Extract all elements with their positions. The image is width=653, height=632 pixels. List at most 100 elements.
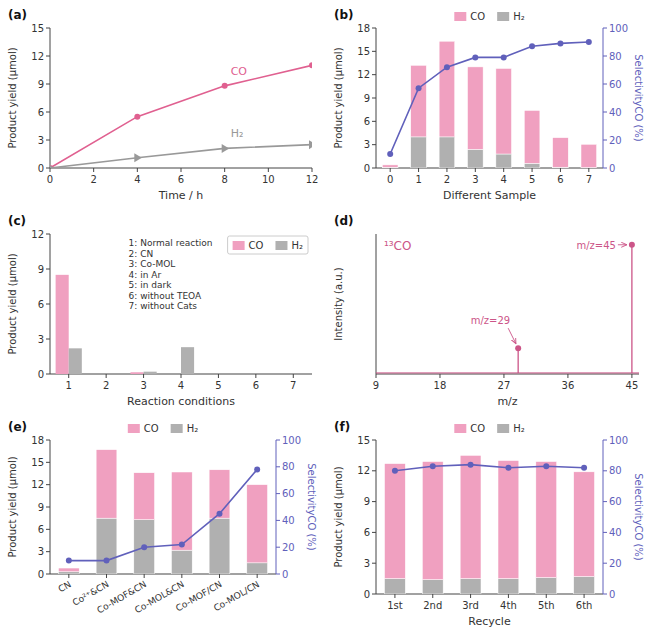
x-tick — [588, 168, 589, 172]
x-tick-label: 0 — [387, 174, 393, 185]
legend-swatch — [497, 424, 509, 433]
y-tick — [46, 551, 50, 552]
bar — [468, 149, 484, 168]
y-tick — [46, 304, 50, 305]
y-axis-line — [50, 28, 51, 168]
baseline — [376, 372, 639, 373]
y2-tick-label: 80 — [609, 465, 622, 476]
legend-item: CO — [233, 240, 264, 251]
marker — [179, 542, 185, 548]
panel: 918273645m/zIntensity (a.u.)(d)¹³COm/z=2… — [333, 214, 639, 408]
marker — [501, 54, 507, 60]
marker — [472, 54, 478, 60]
y-tick-label: 0 — [38, 569, 44, 580]
x-tick-label: 6 — [253, 380, 259, 391]
bar — [574, 472, 595, 577]
bar — [144, 372, 157, 374]
title: (e) — [8, 420, 27, 434]
y2-axis-label: SelectivityCO (%) — [633, 54, 644, 142]
bar — [385, 579, 406, 594]
panel: 036912150204060801001st2nd3rd4th5th6thRe… — [333, 420, 644, 628]
y-tick-label: 9 — [38, 502, 44, 513]
y-tick-label: 0 — [38, 163, 44, 174]
y-tick — [372, 28, 376, 29]
y2-tick — [603, 501, 607, 502]
x-axis-label: Different Sample — [443, 189, 536, 202]
y2-tick — [603, 563, 607, 564]
bar — [247, 485, 268, 563]
y-tick — [372, 144, 376, 145]
bar — [460, 455, 481, 578]
x-axis-line — [376, 594, 603, 595]
x-tick — [312, 168, 313, 172]
y-tick — [46, 56, 50, 57]
y-tick — [372, 501, 376, 502]
y2-axis-label: SelectivityCO (%) — [633, 473, 644, 561]
y2-tick-label: 60 — [609, 79, 622, 90]
y2-tick-label: 40 — [282, 515, 295, 526]
y-axis-label: Intensity (a.u.) — [333, 267, 344, 340]
bar — [498, 461, 519, 579]
bar — [209, 518, 230, 574]
y2-tick — [603, 440, 607, 441]
x-tick — [293, 374, 294, 378]
bar — [171, 550, 192, 574]
y-tick-label: 3 — [38, 546, 44, 557]
x-tick-label: 4th — [500, 600, 517, 611]
y2-tick-label: 0 — [282, 569, 288, 580]
y-tick-label: 12 — [357, 465, 370, 476]
title: (b) — [334, 8, 354, 22]
x-tick-label: 27 — [498, 380, 511, 391]
x-tick — [584, 594, 585, 598]
stem — [631, 245, 632, 373]
marker — [430, 463, 436, 469]
plot-area — [58, 450, 267, 574]
marker — [392, 468, 398, 474]
y2-axis-line — [603, 28, 604, 168]
x-tick-label: 10 — [262, 174, 275, 185]
legend: CO H₂ — [454, 11, 524, 22]
x-tick-label: 2 — [103, 380, 109, 391]
bar — [553, 138, 569, 168]
x-tick — [181, 374, 182, 378]
x-tick-label: 18 — [434, 380, 447, 391]
y-tick — [372, 594, 376, 595]
x-tick — [219, 574, 220, 578]
y-axis-label: Product yield (μmol) — [7, 456, 18, 557]
legend: CO H₂ — [228, 236, 308, 254]
x-axis-label: Reaction conditions — [127, 395, 235, 408]
legend-label: CO — [470, 423, 485, 434]
y-tick — [372, 440, 376, 441]
legend-label: H₂ — [291, 240, 303, 251]
panel: 0369121518020406080100CNCo²⁺&CNCo-MOF&CN… — [7, 420, 317, 615]
panel: 03691215024681012Time / hProduct yield (… — [7, 8, 318, 202]
legend-item: H₂ — [497, 11, 525, 22]
x-tick — [446, 168, 447, 172]
y2-tick-label: 0 — [609, 589, 615, 600]
x-axis-label: Time / h — [158, 189, 204, 202]
bar — [536, 462, 557, 578]
x-axis-label: m/z — [497, 395, 517, 408]
y2-tick-label: 0 — [609, 163, 615, 174]
marker — [254, 466, 260, 472]
bar — [69, 348, 82, 374]
x-tick-label: 2 — [444, 174, 450, 185]
bar — [58, 572, 79, 574]
series-label: H₂ — [231, 127, 244, 140]
y-tick — [372, 168, 376, 169]
bar — [536, 578, 557, 594]
x-tick — [376, 374, 377, 378]
marker — [515, 345, 521, 351]
bar — [574, 577, 595, 594]
y-tick-label: 0 — [38, 369, 44, 380]
bar — [106, 374, 119, 375]
annotation: 7: without Cats — [129, 301, 198, 311]
annotation-arrow — [618, 244, 627, 245]
y-tick — [46, 339, 50, 340]
y-tick — [372, 74, 376, 75]
y2-tick-label: 40 — [609, 527, 622, 538]
marker — [104, 558, 110, 564]
y-tick — [46, 440, 50, 441]
marker — [387, 151, 393, 157]
legend-label: CO — [470, 11, 485, 22]
